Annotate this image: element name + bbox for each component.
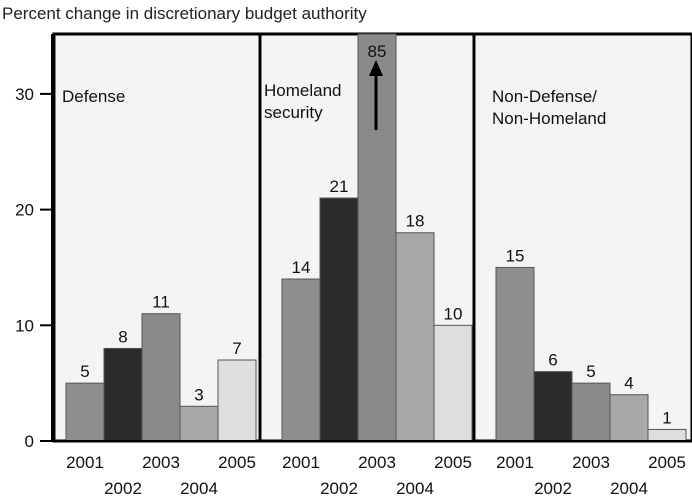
panel-label-nondefense: Non-Defense/: [492, 87, 597, 106]
x-tick-label: 2001: [496, 453, 534, 472]
x-tick-label: 2003: [572, 453, 610, 472]
bar-value-label: 4: [624, 374, 633, 393]
bar: [281, 278, 321, 442]
y-tick-label: 20: [15, 201, 34, 220]
panel-label-homeland: security: [264, 103, 323, 122]
panel-label-homeland: Homeland: [264, 81, 342, 100]
bar: [433, 324, 473, 442]
bar-value-label: 85: [368, 42, 387, 61]
x-tick-label: 2005: [434, 453, 472, 472]
bar-value-label: 7: [232, 339, 241, 358]
bar-value-label: 18: [406, 212, 425, 231]
panel-label-nondefense: Non-Homeland: [492, 109, 606, 128]
bar: [319, 197, 359, 442]
panel-label-defense: Defense: [62, 87, 125, 106]
bar-value-label: 5: [80, 362, 89, 381]
y-tick-label: 30: [15, 85, 34, 104]
bar: [103, 347, 143, 442]
x-tick-label: 2004: [610, 479, 648, 498]
bar: [571, 382, 611, 442]
x-tick-label: 2003: [358, 453, 396, 472]
x-tick-label: 2005: [648, 453, 686, 472]
x-tick-label: 2002: [104, 479, 142, 498]
bar-value-label: 3: [194, 385, 203, 404]
bar-value-label: 11: [152, 293, 170, 312]
bar: [647, 428, 687, 442]
bar: [395, 232, 435, 442]
bar: [533, 371, 573, 442]
bar: [495, 266, 535, 442]
bar-value-label: 8: [118, 327, 127, 346]
x-tick-label: 2004: [396, 479, 434, 498]
bar-value-label: 21: [330, 177, 349, 196]
y-tick-label: 10: [15, 316, 34, 335]
x-tick-label: 2002: [320, 479, 358, 498]
bar: [217, 359, 257, 442]
x-tick-label: 2005: [218, 453, 256, 472]
x-tick-label: 2001: [66, 453, 104, 472]
x-tick-label: 2002: [534, 479, 572, 498]
x-tick-label: 2003: [142, 453, 180, 472]
bar-value-label: 14: [292, 258, 311, 277]
y-tick-label: 0: [25, 432, 34, 451]
x-tick-label: 2004: [180, 479, 218, 498]
bar-value-label: 15: [506, 246, 525, 265]
bar: [179, 405, 219, 442]
clipped-arrow-head: [369, 60, 383, 76]
bar: [141, 313, 181, 442]
bar-value-label: 6: [548, 351, 557, 370]
bar: [609, 394, 649, 442]
bar-value-label: 1: [662, 408, 671, 427]
bar-value-label: 10: [444, 304, 463, 323]
bar-value-label: 5: [586, 362, 595, 381]
chart-title: Percent change in discretionary budget a…: [2, 4, 367, 23]
x-tick-label: 2001: [282, 453, 320, 472]
bar: [65, 382, 105, 442]
